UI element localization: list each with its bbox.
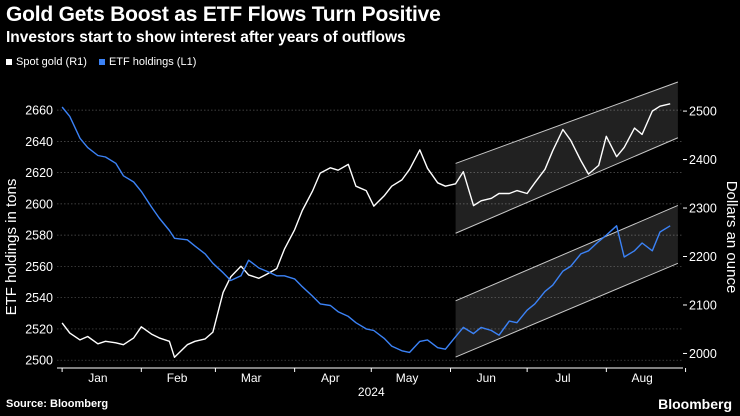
trend-channel-fill-0 xyxy=(455,82,678,234)
right-tick-label: 2000 xyxy=(689,347,717,361)
right-tick-label: 2500 xyxy=(689,105,717,119)
grid-layer xyxy=(57,109,683,361)
x-tick-label: Mar xyxy=(241,371,262,385)
legend: Spot gold (R1) ETF holdings (L1) xyxy=(6,56,196,68)
axis-layer xyxy=(57,110,687,372)
x-axis-title: 2024 xyxy=(358,385,385,399)
trend-channel-upper-1 xyxy=(455,205,679,302)
left-tick-label: 2640 xyxy=(25,135,53,149)
left-tick-label: 2660 xyxy=(25,104,53,118)
left-tick-label: 2560 xyxy=(25,260,53,274)
right-tick-label: 2300 xyxy=(689,202,717,216)
right-axis-title: Dollars an ounce xyxy=(723,181,740,294)
chart-title: Gold Gets Boost as ETF Flows Turn Positi… xyxy=(6,3,441,26)
series-layer xyxy=(61,103,671,358)
left-tick-label: 2540 xyxy=(25,291,53,305)
channel-layer xyxy=(455,81,679,358)
chart-subtitle: Investors start to show interest after y… xyxy=(6,29,406,46)
x-tick-label: May xyxy=(396,371,419,385)
trend-channel-fill-1 xyxy=(455,205,678,358)
left-axis-title: ETF holdings in tons xyxy=(3,179,20,316)
trend-channel-upper-0 xyxy=(455,81,679,164)
right-tick-label: 2200 xyxy=(689,250,717,264)
bloomberg-logo: Bloomberg xyxy=(658,396,732,412)
right-tick-label: 2100 xyxy=(689,298,717,312)
legend-swatch-etf xyxy=(98,59,105,65)
source-note: Source: Bloomberg xyxy=(6,398,109,410)
right-tick-label: 2400 xyxy=(689,153,717,167)
left-tick-label: 2600 xyxy=(25,197,53,211)
legend-item-gold: Spot gold (R1) xyxy=(6,56,87,68)
legend-swatch-gold xyxy=(6,59,12,65)
trend-channel-lower-0 xyxy=(455,137,679,234)
x-tick-label: Feb xyxy=(167,371,188,385)
x-tick-label: Aug xyxy=(631,371,652,385)
trend-channel-lower-1 xyxy=(455,262,679,358)
series-line-etf-holdings xyxy=(61,106,671,354)
left-tick-label: 2620 xyxy=(25,166,53,180)
left-tick-label: 2500 xyxy=(25,354,53,368)
legend-label-gold: Spot gold (R1) xyxy=(16,56,87,68)
label-layer: 2500 2520 2540 2560 2580 2600 2620 2640 2660 2000… xyxy=(3,104,740,399)
left-tick-label: 2520 xyxy=(25,322,53,336)
legend-label-etf: ETF holdings (L1) xyxy=(108,56,197,68)
legend-item-etf: ETF holdings (L1) xyxy=(98,56,197,68)
series-line-spot-gold xyxy=(61,103,671,358)
x-tick-label: Apr xyxy=(321,371,340,385)
x-tick-label: Jan xyxy=(88,371,107,385)
x-tick-label: Jun xyxy=(477,371,496,385)
left-tick-label: 2580 xyxy=(25,229,53,243)
x-tick-label: Jul xyxy=(555,371,570,385)
